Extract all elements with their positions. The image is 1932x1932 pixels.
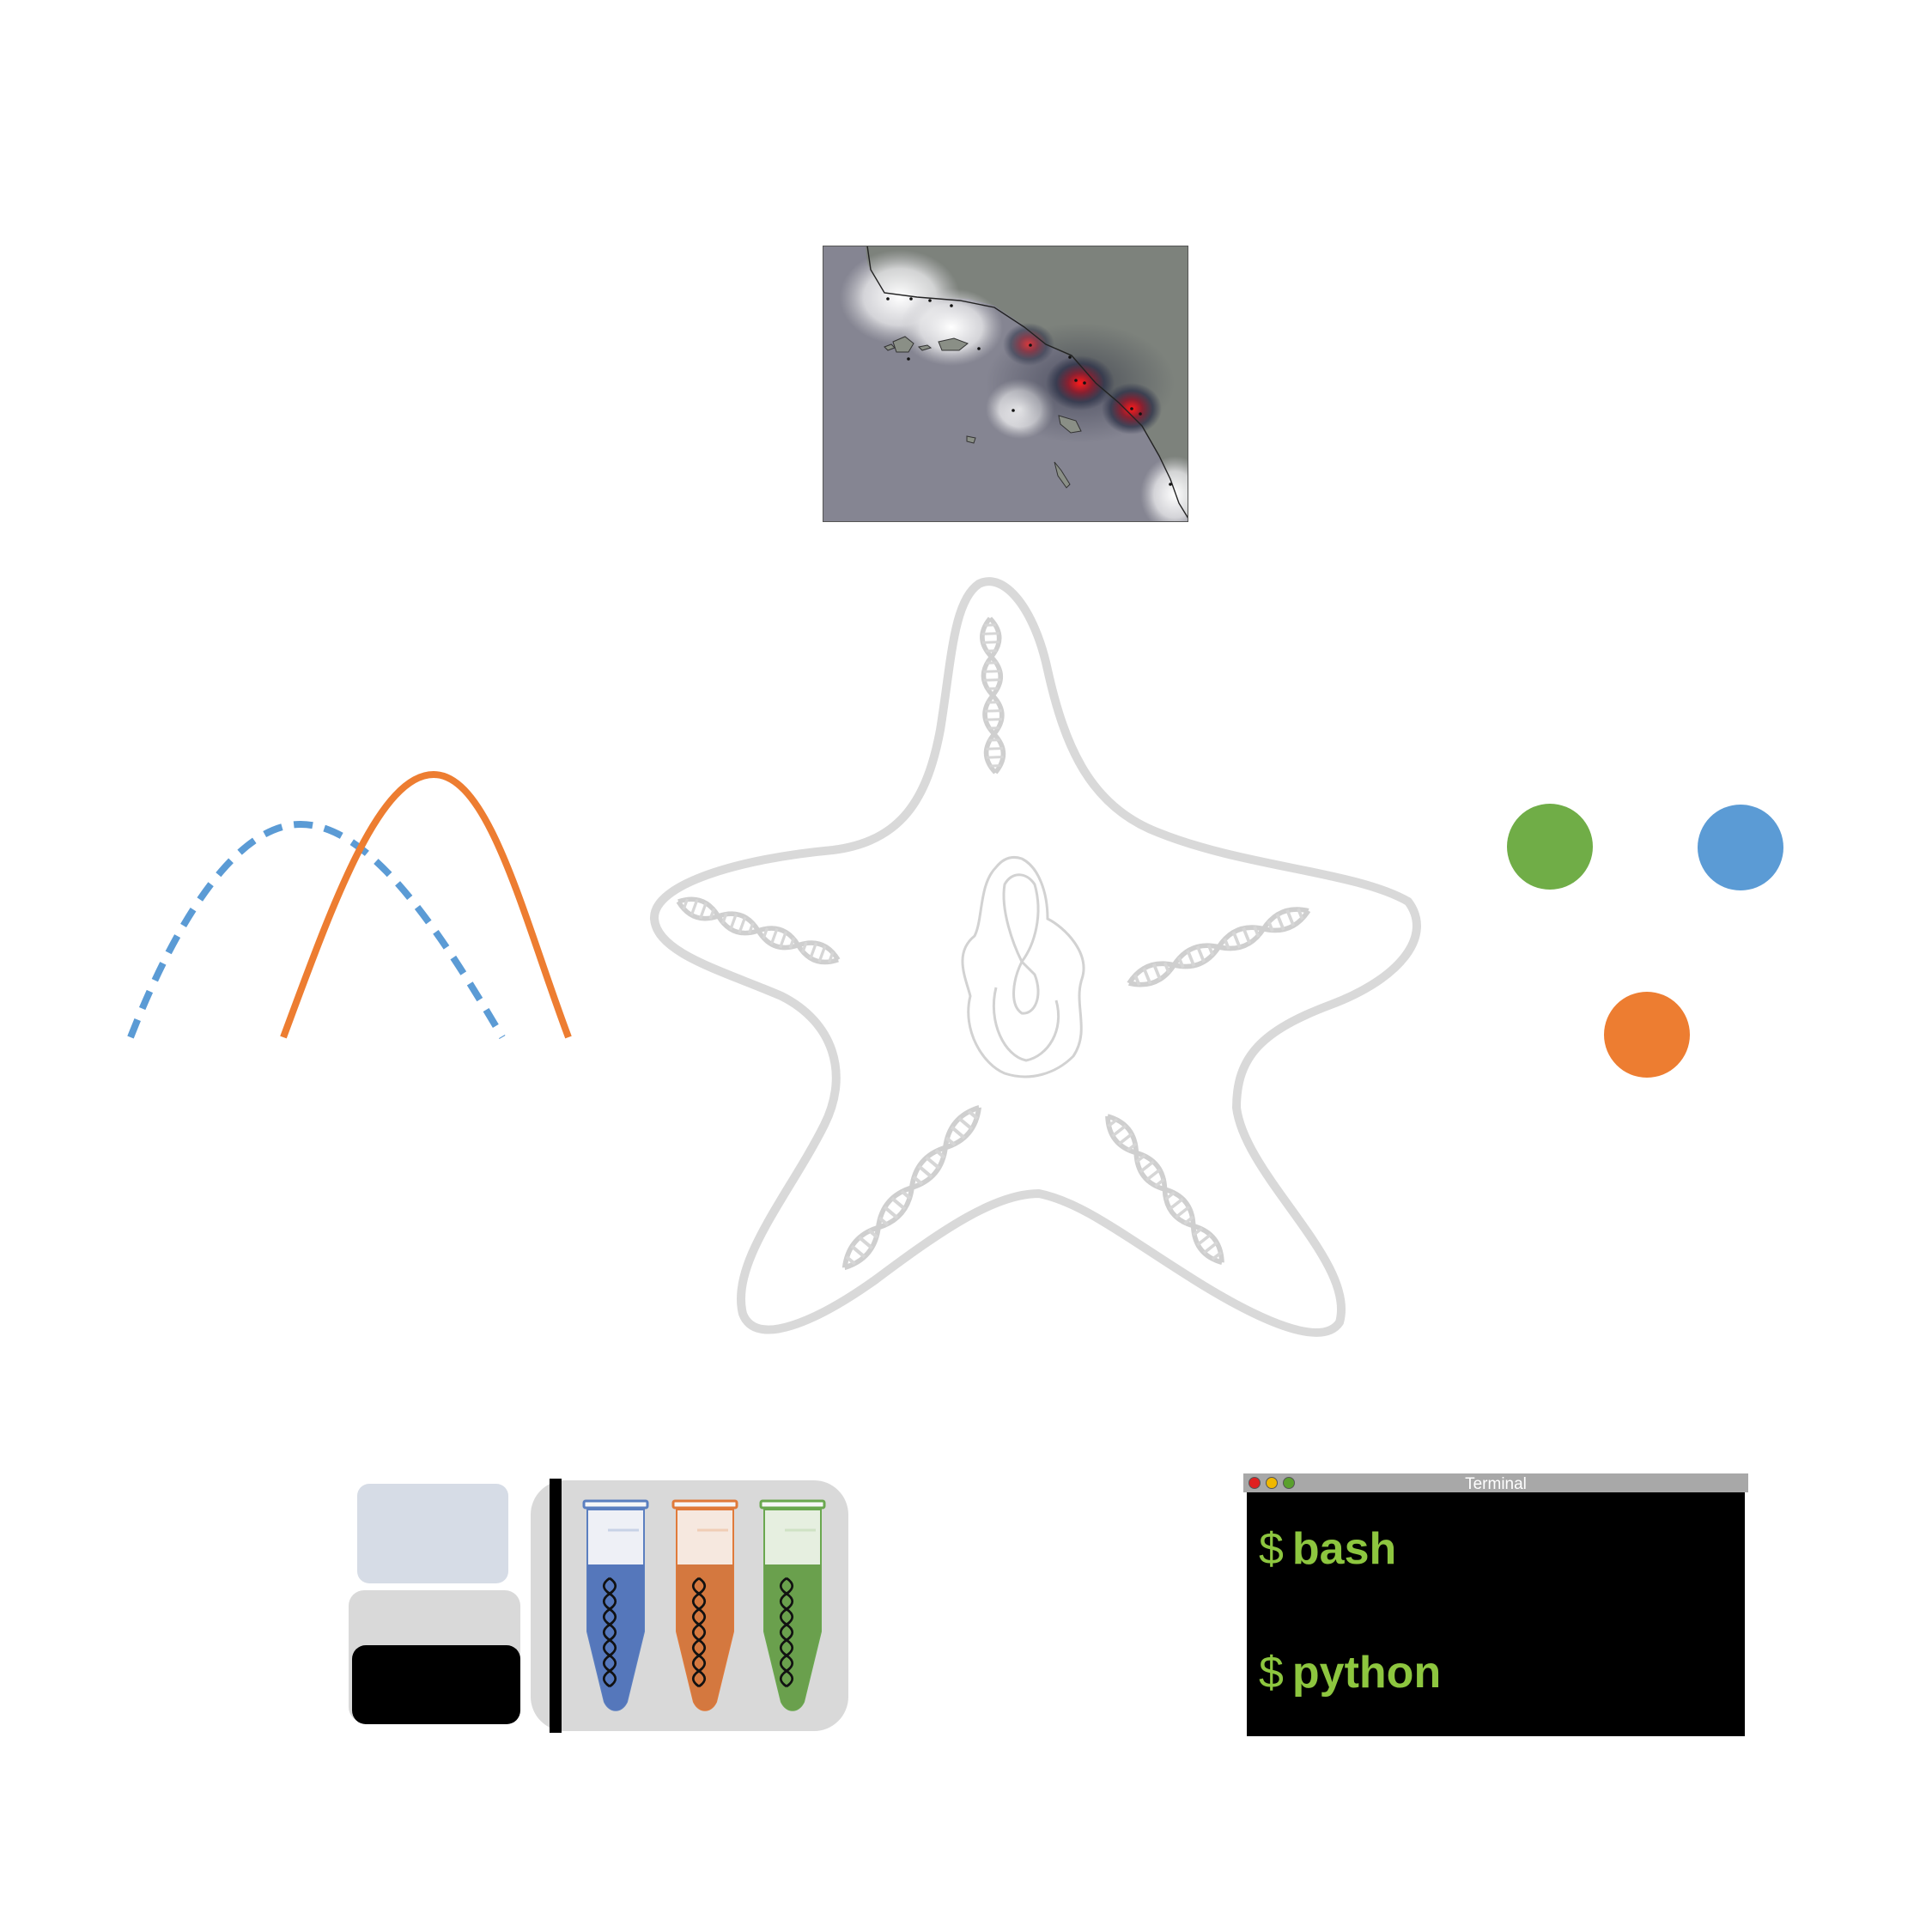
tube-blue bbox=[582, 1499, 649, 1711]
terminal-line: $ bash bbox=[1259, 1523, 1396, 1575]
close-dot-icon[interactable] bbox=[1249, 1477, 1261, 1489]
orange-dot bbox=[1604, 992, 1690, 1078]
zoom-dot-icon[interactable] bbox=[1283, 1477, 1295, 1489]
sequencer-slot bbox=[352, 1645, 520, 1724]
terminal-body[interactable]: $ bash $ python bbox=[1247, 1492, 1745, 1736]
coastline-heatmap-icon bbox=[823, 246, 1188, 522]
command-text: bash bbox=[1291, 1524, 1397, 1574]
tube-orange bbox=[671, 1499, 738, 1711]
terminal-title: Terminal bbox=[1465, 1475, 1527, 1493]
terminal-titlebar: Terminal bbox=[1243, 1473, 1748, 1493]
tube-green bbox=[759, 1499, 826, 1711]
blue-dot bbox=[1698, 805, 1783, 890]
prompt-symbol: $ bbox=[1259, 1524, 1284, 1574]
terminal-window-icon: Terminal $ bash $ python bbox=[1243, 1473, 1748, 1736]
green-dot bbox=[1507, 804, 1593, 890]
minimize-dot-icon[interactable] bbox=[1266, 1477, 1278, 1489]
dashed-blue-curve bbox=[127, 820, 506, 1040]
distribution-curves-icon bbox=[120, 764, 584, 1048]
sequencer-tubes-icon bbox=[347, 1477, 850, 1735]
tray-divider bbox=[550, 1479, 562, 1733]
command-text: python bbox=[1291, 1648, 1442, 1698]
sequencer-screen bbox=[357, 1484, 508, 1583]
starfish-dna-icon bbox=[644, 575, 1434, 1348]
prompt-symbol: $ bbox=[1259, 1648, 1284, 1698]
terminal-line: $ python bbox=[1259, 1647, 1441, 1698]
solid-orange-curve bbox=[280, 770, 572, 1039]
colored-dots-icon bbox=[1507, 804, 1790, 1087]
